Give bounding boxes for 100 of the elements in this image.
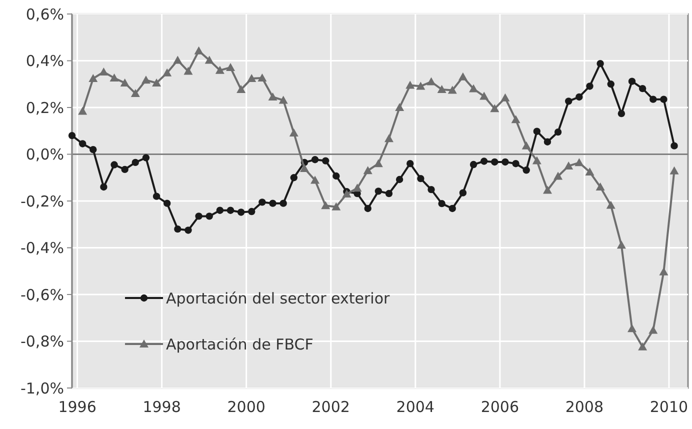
y-tick-label: -0,6%: [20, 286, 64, 304]
point: [216, 206, 224, 214]
point: [280, 200, 287, 207]
point: [480, 158, 488, 165]
point: [458, 72, 468, 80]
point: [522, 166, 530, 174]
point: [618, 110, 626, 118]
point: [206, 212, 213, 220]
point: [132, 158, 139, 166]
y-tick-label: 0,6%: [26, 5, 64, 24]
point: [416, 82, 426, 90]
point: [163, 200, 171, 207]
point: [278, 96, 288, 104]
point: [638, 342, 648, 350]
point: [130, 88, 140, 97]
point: [300, 164, 309, 172]
point: [586, 82, 594, 90]
point: [459, 189, 467, 196]
point: [248, 208, 256, 216]
point: [554, 128, 562, 136]
point: [90, 146, 97, 154]
point: [500, 93, 510, 102]
point: [437, 85, 446, 93]
point: [184, 226, 192, 234]
point: [226, 206, 234, 214]
point: [426, 77, 436, 86]
point: [438, 200, 446, 208]
point: [68, 132, 76, 140]
point: [121, 166, 128, 174]
y-tick-label: -0,4%: [20, 239, 64, 257]
point: [142, 154, 150, 162]
point: [659, 267, 668, 276]
point: [616, 240, 626, 249]
legend-label: Aportación del sector exterior: [166, 289, 390, 308]
x-tick-label: 1998: [142, 398, 181, 416]
point: [215, 66, 224, 74]
point: [268, 92, 278, 100]
point: [648, 326, 658, 334]
point: [152, 78, 162, 86]
y-tick-label: -1,0%: [20, 379, 64, 398]
point: [78, 140, 86, 148]
point: [470, 160, 478, 168]
point: [628, 324, 636, 332]
point: [332, 172, 340, 180]
point: [542, 186, 552, 194]
point: [152, 192, 160, 200]
point: [290, 174, 298, 182]
point: [650, 96, 657, 103]
y-tick-label: -0,2%: [20, 192, 64, 210]
point: [204, 56, 214, 64]
point: [78, 106, 88, 115]
point: [607, 80, 614, 88]
point: [352, 184, 362, 192]
point: [99, 67, 108, 76]
point: [585, 168, 594, 176]
legend-label: Aportación de FBCF: [166, 335, 314, 354]
point: [544, 138, 552, 146]
point: [596, 60, 604, 68]
point: [606, 200, 616, 209]
x-tick-label: 2010: [650, 398, 688, 416]
point: [110, 161, 118, 168]
point: [226, 63, 235, 72]
point: [512, 160, 520, 168]
point: [385, 190, 393, 198]
point: [162, 68, 172, 76]
point: [237, 208, 245, 216]
point: [236, 85, 246, 93]
point: [406, 160, 414, 168]
point: [110, 74, 119, 82]
point: [141, 76, 150, 84]
point: [417, 174, 424, 182]
point: [374, 159, 383, 168]
point: [174, 225, 182, 233]
point: [289, 128, 298, 136]
point: [511, 115, 520, 124]
x-tick-label: 2006: [480, 398, 520, 416]
point: [247, 74, 256, 82]
point: [660, 96, 668, 103]
point: [628, 78, 636, 85]
point: [670, 166, 679, 174]
point: [490, 104, 500, 112]
point: [522, 141, 531, 150]
point: [332, 202, 341, 210]
point: [574, 158, 584, 166]
point: [638, 84, 646, 92]
point: [554, 172, 563, 180]
point: [395, 103, 404, 111]
point: [322, 157, 330, 164]
point: [564, 161, 574, 170]
point: [596, 182, 605, 190]
point: [269, 200, 276, 207]
point: [120, 78, 130, 86]
point: [311, 156, 319, 164]
point: [670, 142, 678, 150]
point: [532, 156, 542, 164]
point: [258, 74, 267, 82]
y-tick-label: 0,0%: [26, 146, 64, 164]
x-tick-label: 1996: [58, 398, 96, 416]
point: [565, 98, 572, 105]
point: [310, 176, 320, 184]
